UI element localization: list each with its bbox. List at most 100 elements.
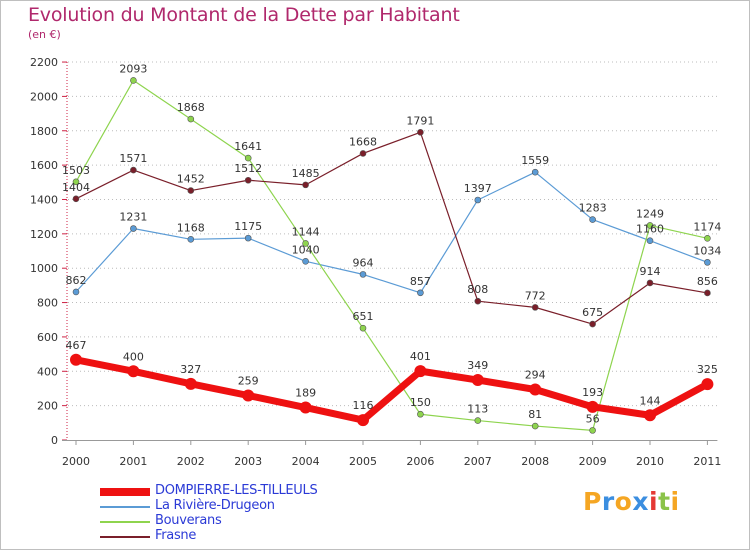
data-point	[417, 410, 424, 418]
data-label: 294	[525, 368, 546, 381]
data-label: 857	[410, 275, 431, 288]
data-label: 401	[410, 350, 431, 363]
data-point	[302, 258, 309, 265]
data-point	[704, 235, 711, 242]
data-point	[704, 259, 711, 266]
y-tick-label: 1800	[30, 125, 58, 138]
data-point	[529, 383, 542, 396]
legend-item: La Rivière-Drugeon	[100, 498, 420, 515]
data-label: 1512	[234, 162, 262, 175]
data-point	[72, 178, 80, 186]
data-label: 81	[528, 408, 542, 421]
data-label: 1249	[636, 207, 664, 220]
y-tick-label: 1400	[30, 193, 58, 206]
legend-swatch	[100, 506, 150, 508]
data-point	[417, 289, 424, 297]
logo-letter: t	[658, 487, 671, 516]
data-label: 1160	[636, 223, 664, 236]
data-point	[589, 427, 596, 434]
legend-item: Frasne	[100, 528, 420, 545]
data-point	[474, 417, 482, 424]
data-point	[359, 271, 367, 278]
data-label: 1174	[693, 220, 721, 233]
data-label: 400	[123, 350, 144, 363]
data-point	[357, 414, 369, 427]
data-point	[417, 129, 424, 136]
data-label: 467	[66, 339, 87, 352]
data-label: 651	[353, 310, 374, 323]
data-point	[531, 304, 539, 311]
data-label: 1231	[119, 211, 147, 224]
y-tick-label: 400	[37, 365, 58, 378]
x-tick-label: 2009	[579, 455, 607, 468]
x-tick-label: 2011	[693, 455, 721, 468]
legend-swatch	[100, 488, 150, 496]
data-point	[646, 237, 654, 245]
data-label: 1559	[521, 154, 549, 167]
legend-label: DOMPIERRE-LES-TILLEULS	[155, 483, 318, 498]
data-label: 808	[467, 283, 488, 296]
data-point	[531, 422, 539, 430]
legend-swatch	[100, 521, 150, 523]
data-label: 1641	[234, 140, 262, 153]
data-point	[127, 365, 140, 378]
data-label: 856	[697, 275, 718, 288]
series-line	[75, 79, 709, 431]
data-point	[299, 401, 312, 414]
x-tick-label: 2006	[406, 455, 434, 468]
y-tick-label: 1600	[30, 159, 58, 172]
data-point	[187, 236, 195, 243]
data-label: 1040	[292, 243, 320, 256]
chart-title: Evolution du Montant de la Dette par Hab…	[28, 4, 460, 26]
data-point	[130, 166, 137, 174]
data-label: 964	[353, 256, 374, 269]
data-label: 349	[467, 359, 488, 372]
data-label: 1168	[177, 221, 205, 234]
data-label: 1452	[177, 173, 205, 186]
data-label: 259	[238, 375, 259, 388]
data-label: 862	[66, 274, 87, 287]
data-label: 675	[582, 306, 603, 319]
data-label: 1668	[349, 135, 377, 148]
series-line	[75, 171, 709, 294]
data-point	[531, 168, 539, 176]
data-point	[244, 234, 252, 242]
data-point	[70, 353, 82, 366]
logo-letter: i	[649, 487, 659, 516]
data-point	[644, 409, 656, 422]
logo-letter: r	[601, 487, 615, 516]
data-point	[184, 377, 197, 390]
data-point	[359, 150, 367, 157]
x-tick-label: 2005	[349, 455, 377, 468]
data-label: 1791	[406, 114, 434, 127]
x-tick-label: 2004	[292, 455, 320, 468]
data-label: 327	[180, 363, 201, 376]
data-label: 56	[586, 412, 600, 425]
data-point	[704, 289, 711, 297]
data-point	[187, 115, 195, 123]
data-point	[244, 154, 252, 162]
y-tick-label: 2000	[30, 90, 58, 103]
data-point	[586, 400, 599, 413]
series-line	[75, 131, 709, 325]
data-label: 189	[295, 387, 316, 400]
logo-letter: P	[583, 487, 602, 516]
y-tick-label: 1200	[30, 228, 58, 241]
data-label: 113	[467, 403, 488, 416]
data-point	[414, 365, 427, 378]
x-tick-label: 2010	[636, 455, 664, 468]
data-label: 1144	[292, 225, 320, 238]
data-label: 1034	[693, 244, 721, 257]
data-point	[646, 279, 654, 287]
data-point	[130, 225, 137, 232]
data-label: 1868	[177, 101, 205, 114]
data-label: 1397	[464, 182, 492, 195]
data-point	[244, 176, 252, 184]
legend-label: Bouverans	[155, 513, 222, 528]
y-tick-label: 2200	[30, 56, 58, 69]
legend-label: Frasne	[155, 528, 197, 543]
data-point	[701, 378, 714, 391]
data-label: 1283	[579, 202, 607, 215]
y-tick-label: 1000	[30, 262, 58, 275]
